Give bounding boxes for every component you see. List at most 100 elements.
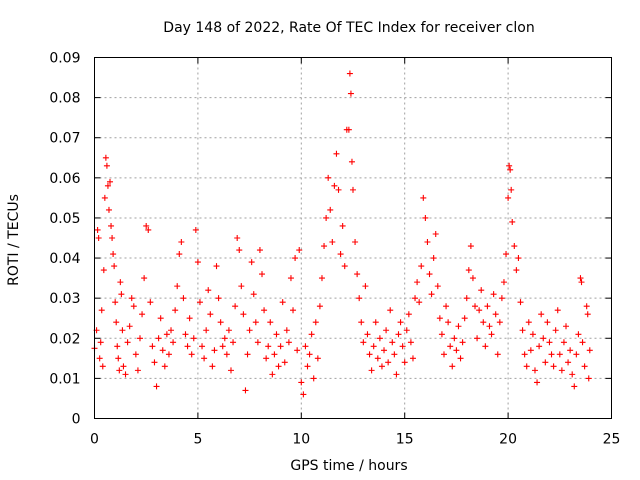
data-point xyxy=(534,379,541,386)
data-point xyxy=(209,363,216,370)
data-point xyxy=(174,283,181,290)
data-point xyxy=(414,279,421,286)
data-point xyxy=(161,363,168,370)
data-point xyxy=(115,355,122,362)
data-point xyxy=(542,359,549,366)
data-point xyxy=(256,247,263,254)
data-point xyxy=(238,283,245,290)
data-point xyxy=(225,327,232,334)
data-point xyxy=(327,206,334,213)
data-point xyxy=(347,90,354,97)
data-point xyxy=(521,351,528,358)
data-point xyxy=(304,363,311,370)
data-point xyxy=(283,327,290,334)
data-point xyxy=(120,363,127,370)
data-point xyxy=(573,351,580,358)
data-point xyxy=(109,235,116,241)
data-point xyxy=(374,355,381,362)
data-point xyxy=(575,331,582,338)
data-point xyxy=(98,307,105,314)
data-point xyxy=(281,359,288,366)
data-point xyxy=(151,359,158,366)
data-point xyxy=(515,255,522,262)
data-point xyxy=(329,239,336,246)
data-point xyxy=(105,206,112,213)
data-point xyxy=(507,166,514,173)
data-point xyxy=(273,331,280,338)
data-point xyxy=(399,343,406,350)
data-point xyxy=(265,343,272,350)
data-point xyxy=(252,319,259,326)
data-point xyxy=(111,263,118,270)
y-tick-label: 0 xyxy=(72,412,81,428)
data-point xyxy=(385,359,392,366)
data-point xyxy=(94,226,101,233)
data-point xyxy=(500,279,507,286)
y-tick-label: 0.07 xyxy=(49,131,80,147)
data-point xyxy=(492,311,499,318)
data-point xyxy=(122,371,129,378)
data-point xyxy=(211,347,218,354)
data-point xyxy=(159,347,166,354)
data-point xyxy=(529,331,536,338)
data-point xyxy=(476,307,483,314)
data-point xyxy=(472,303,479,310)
data-point xyxy=(424,239,431,246)
data-point xyxy=(248,259,255,266)
data-point xyxy=(445,319,452,326)
data-point xyxy=(389,339,396,346)
data-point xyxy=(244,351,251,358)
chart-title: Day 148 of 2022, Rate Of TEC Index for r… xyxy=(163,20,534,36)
data-point xyxy=(409,355,416,362)
data-point xyxy=(420,194,427,201)
data-point xyxy=(114,343,121,350)
data-point xyxy=(215,295,222,302)
data-point xyxy=(97,339,104,346)
data-point xyxy=(459,339,466,346)
data-point xyxy=(393,371,400,378)
data-point xyxy=(170,339,177,346)
data-point xyxy=(285,339,292,346)
data-point xyxy=(153,383,160,390)
grid-lines xyxy=(94,57,612,419)
data-point xyxy=(463,295,470,302)
data-point xyxy=(149,343,156,350)
data-point xyxy=(292,255,299,262)
data-point xyxy=(560,339,567,346)
data-point xyxy=(190,335,197,342)
data-point xyxy=(391,351,398,358)
data-point xyxy=(101,194,108,201)
data-point xyxy=(323,214,330,221)
data-point xyxy=(117,279,124,286)
data-point xyxy=(277,343,284,350)
data-point xyxy=(294,347,301,354)
data-point xyxy=(407,339,414,346)
data-point xyxy=(498,295,505,302)
data-point xyxy=(267,319,274,326)
data-point xyxy=(279,299,286,306)
data-point xyxy=(368,367,375,374)
data-point xyxy=(246,327,253,334)
data-point xyxy=(548,351,555,358)
data-point xyxy=(298,379,305,386)
data-point xyxy=(232,303,239,310)
x-tick-label: 5 xyxy=(193,432,202,448)
data-point xyxy=(308,331,315,338)
data-point xyxy=(422,214,429,221)
data-point xyxy=(104,182,111,189)
data-point xyxy=(376,335,383,342)
data-point xyxy=(205,287,212,294)
data-point xyxy=(203,327,210,334)
data-point xyxy=(155,335,162,342)
data-point xyxy=(506,162,513,169)
data-point xyxy=(428,291,435,298)
data-point xyxy=(176,251,183,258)
data-point xyxy=(381,347,388,354)
data-point xyxy=(341,263,348,270)
data-point xyxy=(558,367,565,374)
plot-frame xyxy=(94,57,612,419)
data-point xyxy=(306,351,313,358)
data-point xyxy=(538,311,545,318)
data-point xyxy=(240,311,247,318)
